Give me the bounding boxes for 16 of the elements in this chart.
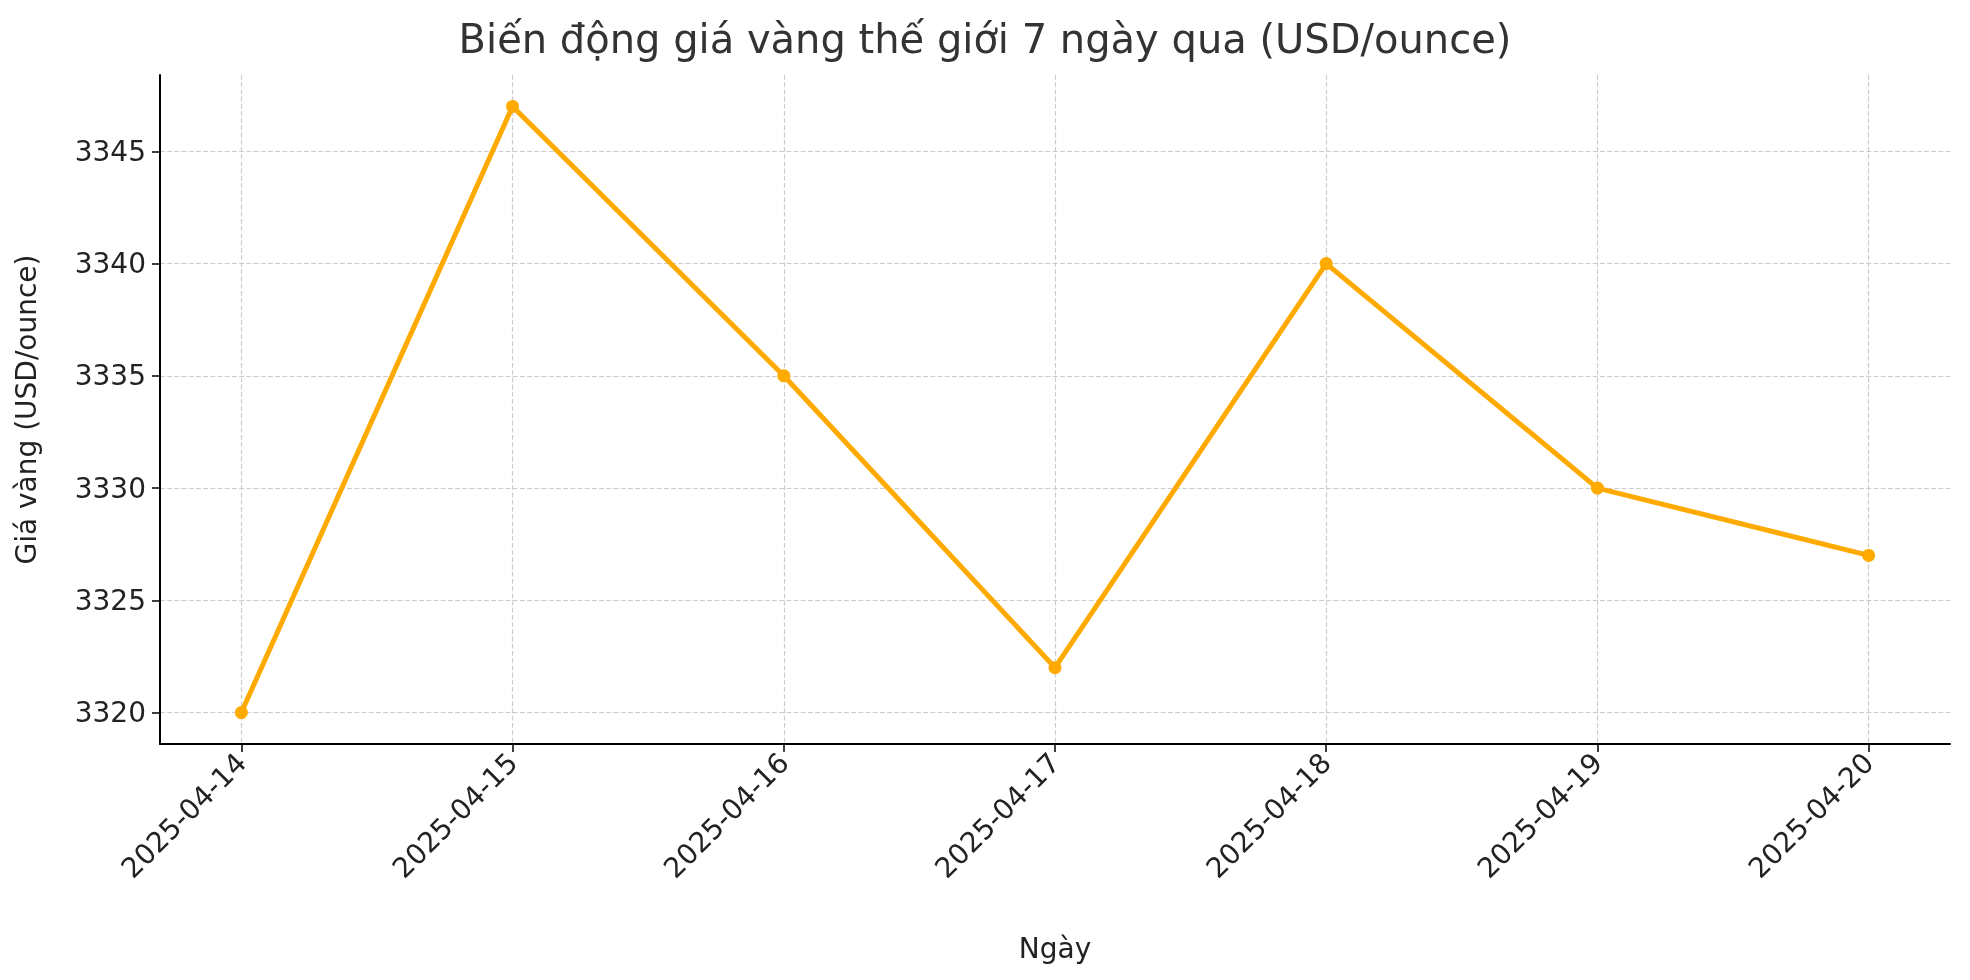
point — [777, 369, 791, 383]
point — [1862, 548, 1876, 562]
y-tick-label: 3330 — [74, 471, 146, 505]
y-tick-label: 3345 — [74, 134, 146, 168]
point — [1319, 257, 1333, 271]
y-tick-label: 3320 — [74, 696, 146, 730]
y-tick-label: 3325 — [74, 583, 146, 617]
point — [234, 706, 248, 720]
chart-title: Biến động giá vàng thế giới 7 ngày qua (USD/ounce) — [458, 16, 1512, 62]
y-tick-label: 3340 — [74, 247, 146, 281]
y-tick-label: 3335 — [74, 359, 146, 393]
point — [1048, 661, 1062, 675]
y-axis-title: Giá vàng (USD/ounce) — [9, 254, 43, 565]
point — [506, 99, 520, 113]
point — [1590, 481, 1604, 495]
x-axis-title: Ngày — [1018, 931, 1092, 965]
